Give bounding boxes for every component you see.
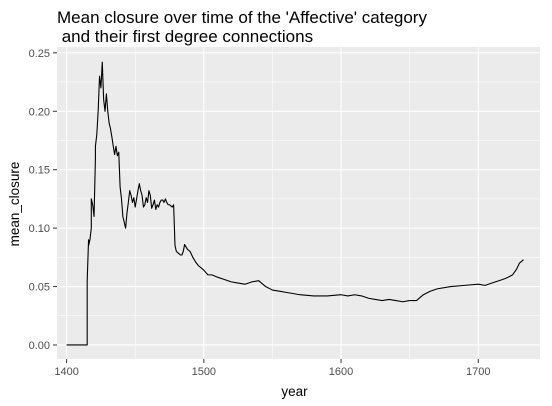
chart-title-line-1: Mean closure over time of the 'Affective…	[57, 8, 427, 27]
plot-panel	[57, 47, 540, 359]
y-tick-label: 0.10	[29, 223, 50, 235]
y-tick-label: 0.25	[29, 48, 50, 60]
x-tick-label: 1700	[466, 366, 490, 378]
chart-title-line-2: and their first degree connections	[57, 27, 313, 46]
y-axis-title: mean_closure	[7, 162, 22, 247]
x-tick-label: 1500	[192, 366, 216, 378]
x-axis-title: year	[281, 384, 308, 399]
x-tick-label: 1400	[54, 366, 78, 378]
y-tick-label: 0.05	[29, 282, 50, 294]
y-tick-label: 0.15	[29, 165, 50, 177]
y-axis: 0.00 0.05 0.10 0.15 0.20 0.25	[29, 48, 57, 352]
y-tick-label: 0.20	[29, 106, 50, 118]
y-tick-label: 0.00	[29, 340, 50, 352]
x-tick-label: 1600	[329, 366, 353, 378]
x-axis: 1400 1500 1600 1700	[54, 359, 490, 378]
